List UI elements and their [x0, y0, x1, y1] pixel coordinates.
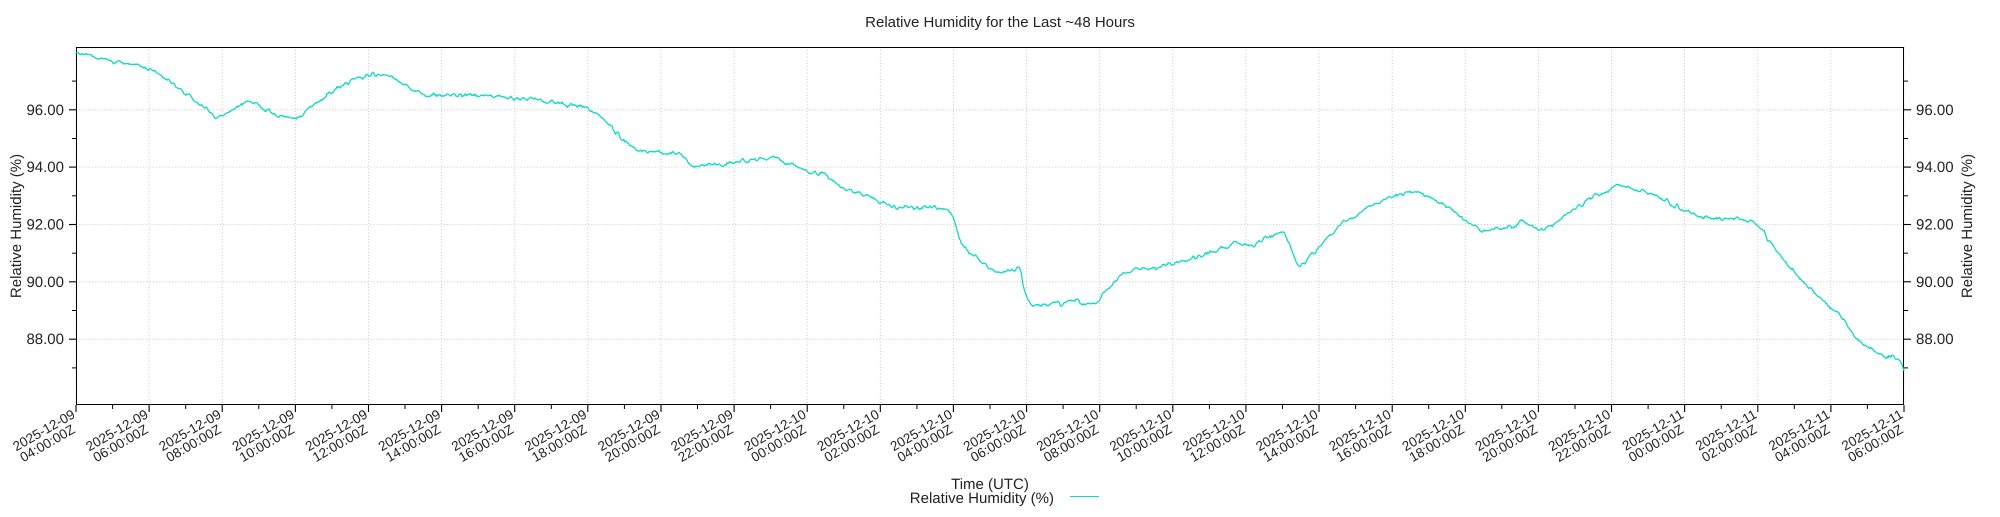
svg-text:90.00: 90.00: [1916, 274, 1954, 291]
svg-text:94.00: 94.00: [1916, 159, 1954, 176]
svg-text:96.00: 96.00: [1916, 102, 1954, 119]
svg-text:88.00: 88.00: [26, 331, 64, 348]
svg-text:90.00: 90.00: [26, 274, 64, 291]
svg-text:92.00: 92.00: [1916, 217, 1954, 234]
svg-text:88.00: 88.00: [1916, 331, 1954, 348]
svg-text:92.00: 92.00: [26, 217, 64, 234]
svg-text:Relative Humidity (%): Relative Humidity (%): [910, 490, 1054, 507]
svg-text:Relative Humidity (%): Relative Humidity (%): [1959, 154, 1976, 298]
svg-text:Relative Humidity (%): Relative Humidity (%): [8, 154, 25, 298]
svg-text:94.00: 94.00: [26, 159, 64, 176]
svg-text:96.00: 96.00: [26, 102, 64, 119]
